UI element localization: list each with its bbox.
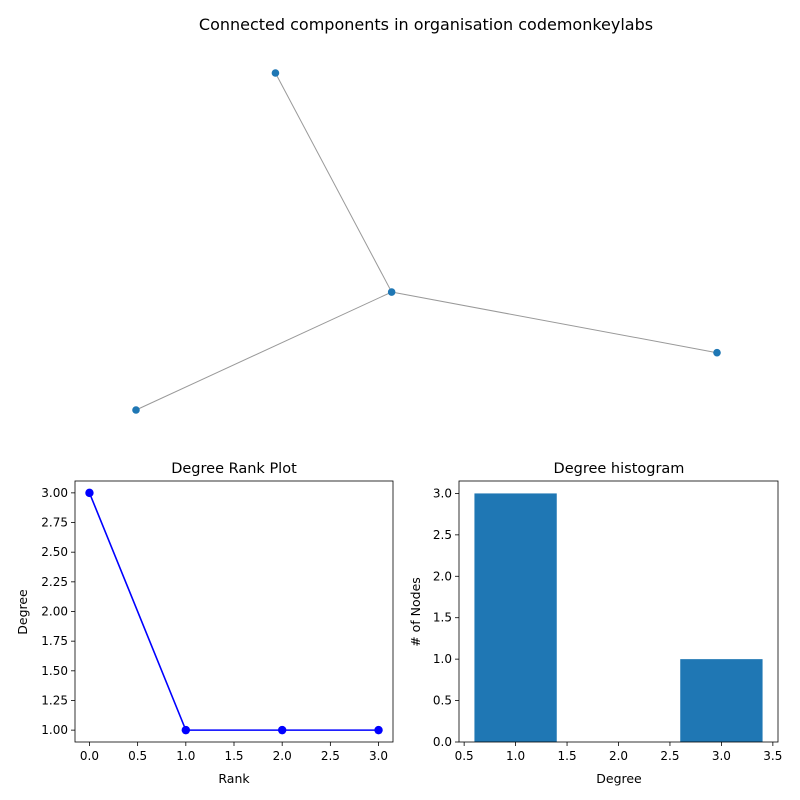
rank-plot-title: Degree Rank Plot [171,461,297,477]
network-node-d [713,348,721,357]
rank-xtick-label-4: 2.0 [273,749,292,763]
network-node-c [387,288,396,296]
hist-xtick-label-4: 2.5 [660,749,679,763]
histogram-title: Degree histogram [554,461,685,477]
network-node-a [271,69,280,77]
hist-xtick-label-3: 2.0 [609,749,628,763]
rank-xtick-label-6: 3.0 [369,749,388,763]
rank-point-2 [277,725,287,735]
hist-ytick-label-2: 1.0 [433,652,452,666]
hist-bar-1 [680,659,763,742]
hist-ytick-label-0: 0.0 [433,735,452,749]
rank-point-0 [85,488,94,498]
network-edge-1 [135,291,392,411]
rank-plot: 0.0 0.5 1.0 1.5 2.0 2.5 3.0 1.00 1.25 1.50 1.75 2.0… [41,480,394,763]
rank-point-1 [181,725,191,735]
rank-point-3 [374,725,383,735]
hist-ytick-label-6: 3.0 [433,486,452,500]
hist-xtick-label-5: 3.0 [712,749,731,763]
network-edge-2 [391,291,718,354]
rank-ytick-label-1: 1.25 [41,693,68,707]
network-edge-0 [274,72,393,293]
hist-xtick-label-6: 3.5 [763,749,782,763]
hist-bar-0 [474,493,557,742]
rank-ytick-label-0: 1.00 [41,723,68,737]
rank-xtick-label-2: 1.0 [176,749,195,763]
hist-ytick-label-5: 2.5 [433,528,452,542]
rank-xtick-label-5: 2.5 [321,749,340,763]
hist-xtick-label-0: 0.5 [455,749,474,763]
network-node-b [132,406,140,414]
rank-ytick-label-6: 2.50 [41,545,68,559]
rank-ytick-label-8: 3.00 [41,486,68,500]
hist-ytick-label-4: 2.0 [433,569,452,583]
rank-xtick-label-0: 0.0 [80,749,99,763]
hist-xtick-label-1: 1.0 [506,749,525,763]
network-title: Connected components in organisation cod… [199,15,653,34]
rank-axes-frame [74,480,394,743]
network-graph [132,69,721,414]
rank-series-line [88,492,379,731]
rank-xtick-label-3: 1.5 [224,749,243,763]
rank-ytick-label-3: 1.75 [41,634,68,648]
degree-histogram: 0.5 1.0 1.5 2.0 2.5 3.0 3.50.00.51.01.52.02.53… [433,480,782,763]
histogram-xlabel: Degree [596,771,642,786]
rank-ytick-label-7: 2.75 [41,516,68,530]
hist-axes-frame [458,480,779,743]
rank-plot-xlabel: Rank [218,771,250,786]
histogram-ylabel: # of Nodes [408,577,423,647]
rank-ytick-label-2: 1.50 [41,664,68,678]
hist-xtick-label-2: 1.5 [558,749,577,763]
hist-ytick-label-3: 1.5 [433,611,452,625]
rank-ytick-label-4: 2.00 [41,605,68,619]
rank-plot-ylabel: Degree [15,589,30,635]
hist-ytick-label-1: 0.5 [433,694,452,708]
rank-ytick-label-5: 2.25 [41,575,68,589]
rank-xtick-label-1: 0.5 [128,749,147,763]
